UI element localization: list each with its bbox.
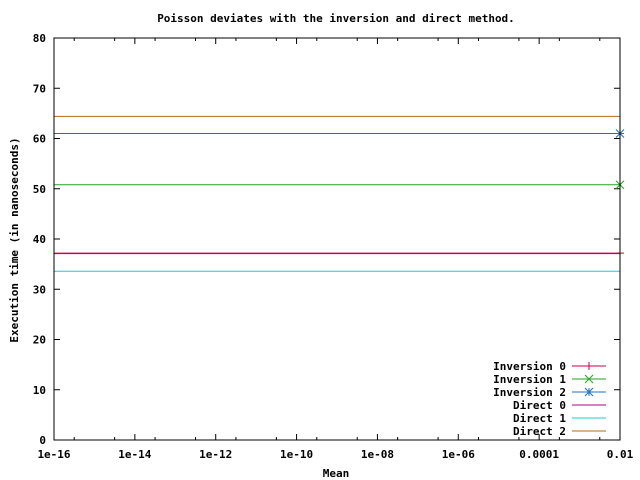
legend-label-direct-1: Direct 1 <box>513 412 566 425</box>
y-tick-label: 50 <box>33 183 46 196</box>
x-tick-label: 1e-08 <box>361 448 394 461</box>
x-tick-label: 1e-06 <box>442 448 475 461</box>
plot-frame <box>53 37 621 441</box>
legend-label-inversion-1: Inversion 1 <box>493 373 566 386</box>
series-inversion-2 <box>54 129 625 138</box>
plot-series <box>54 115 625 272</box>
legend-label-direct-2: Direct 2 <box>513 425 566 438</box>
x-tick-label: 0.0001 <box>519 448 559 461</box>
y-axis-label: Execution time (in nanoseconds) <box>8 137 21 342</box>
y-axis: 0 10 20 30 40 50 60 70 80 <box>33 32 620 447</box>
x-tick-label: 1e-10 <box>280 448 313 461</box>
x-tick-label: 0.01 <box>607 448 634 461</box>
series-inversion-1 <box>54 180 625 190</box>
series-inversion-0 <box>54 249 624 258</box>
legend-label-inversion-0: Inversion 0 <box>493 360 566 373</box>
x-tick-label: 1e-12 <box>199 448 232 461</box>
legend-marker-inversion-0 <box>585 362 593 370</box>
legend-marker-inversion-1 <box>584 374 594 384</box>
y-tick-label: 10 <box>33 384 46 397</box>
x-tick-label: 1e-16 <box>37 448 70 461</box>
x-axis-label: Mean <box>323 467 350 480</box>
y-tick-label: 0 <box>39 434 46 447</box>
y-tick-label: 20 <box>33 334 46 347</box>
y-tick-label: 30 <box>33 283 46 296</box>
x-tick-label: 1e-14 <box>118 448 151 461</box>
y-tick-label: 60 <box>33 133 46 146</box>
chart-title: Poisson deviates with the inversion and … <box>157 12 515 25</box>
legend-label-direct-0: Direct 0 <box>513 399 566 412</box>
y-tick-label: 40 <box>33 233 46 246</box>
legend-label-inversion-2: Inversion 2 <box>493 386 566 399</box>
x-axis: 1e-16 1e-14 1e-12 1e-10 1e-08 1e-06 0.0001 0.01 <box>37 38 634 461</box>
legend-marker-inversion-2 <box>584 387 594 397</box>
y-tick-label: 80 <box>33 32 46 45</box>
y-tick-label: 70 <box>33 82 46 95</box>
